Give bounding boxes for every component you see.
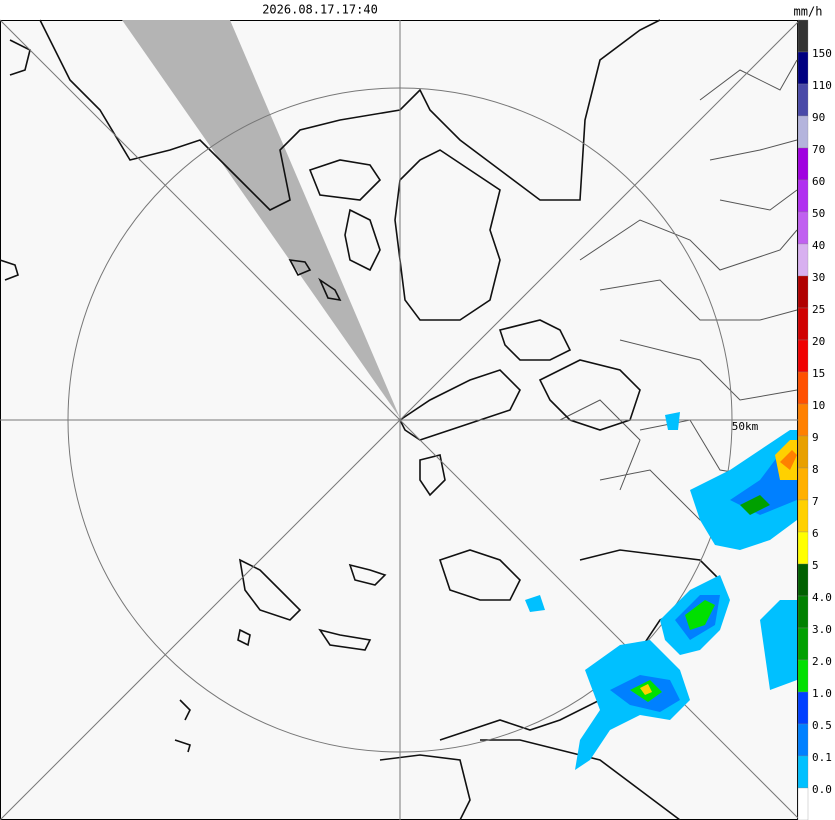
legend-label: 60	[812, 175, 825, 188]
legend-swatch	[797, 179, 809, 213]
legend-label: 70	[812, 143, 825, 156]
legend-swatch	[797, 211, 809, 245]
legend-label: 2.0	[812, 655, 832, 668]
legend-swatch	[797, 755, 809, 789]
legend-swatch	[797, 563, 809, 597]
unit-label: mm/h	[794, 5, 823, 19]
legend-swatch	[797, 531, 809, 565]
legend-label: 90	[812, 111, 825, 124]
legend-label: 0.5	[812, 719, 832, 732]
legend-label: 10	[812, 399, 825, 412]
legend-swatch	[797, 307, 809, 341]
legend-swatch	[797, 595, 809, 629]
legend-swatch	[797, 19, 809, 53]
legend-swatch	[797, 659, 809, 693]
legend: 150 110 90 70 60 50 40 30 25 20 15 10 9 8 7 6 5 4.0 3.0 2.0…	[797, 19, 832, 820]
legend-label: 40	[812, 239, 825, 252]
legend-label: 110	[812, 79, 832, 92]
legend-swatch	[797, 499, 809, 533]
legend-label: 30	[812, 271, 825, 284]
range-rings	[0, 19, 799, 820]
legend-label: 50	[812, 207, 825, 220]
legend-label: 20	[812, 335, 825, 348]
range-label: 50km	[732, 420, 759, 433]
legend-swatch	[797, 627, 809, 661]
legend-swatch	[797, 723, 809, 757]
legend-swatch	[797, 275, 809, 309]
legend-swatch	[797, 435, 809, 469]
legend-swatch	[797, 83, 809, 117]
legend-swatch	[797, 115, 809, 149]
legend-label: 0.0	[812, 783, 832, 796]
legend-swatch	[797, 787, 809, 820]
legend-swatch	[797, 147, 809, 181]
legend-label: 5	[812, 559, 819, 572]
legend-swatch	[797, 371, 809, 405]
legend-swatch	[797, 403, 809, 437]
timestamp: 2026.08.17.17:40	[262, 3, 378, 17]
legend-label: 6	[812, 527, 819, 540]
precipitation	[525, 412, 797, 770]
legend-swatch	[797, 691, 809, 725]
legend-label: 150	[812, 47, 832, 60]
legend-label: 9	[812, 431, 819, 444]
legend-swatch	[797, 339, 809, 373]
blocked-sector	[122, 20, 400, 418]
legend-label: 0.1	[812, 751, 832, 764]
legend-label: 3.0	[812, 623, 832, 636]
legend-swatch	[797, 243, 809, 277]
legend-label: 7	[812, 495, 819, 508]
legend-label: 1.0	[812, 687, 832, 700]
legend-label: 25	[812, 303, 825, 316]
map: 50km	[0, 19, 799, 820]
legend-label: 4.0	[812, 591, 832, 604]
legend-swatch	[797, 51, 809, 85]
legend-swatch	[797, 467, 809, 501]
legend-label: 8	[812, 463, 819, 476]
legend-label: 15	[812, 367, 825, 380]
